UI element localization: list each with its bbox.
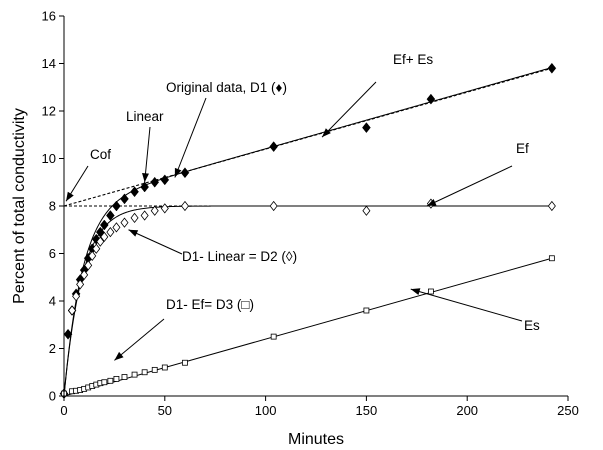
filled-diamond-point	[426, 93, 436, 105]
y-tick-label: 6	[49, 246, 56, 261]
open-square-point	[270, 333, 277, 340]
y-ticks: 0 2 4 6 8 10 12 14 16	[42, 9, 64, 404]
annotation-arrow-line	[128, 229, 183, 255]
annotation-arrow-line	[144, 126, 151, 183]
y-tick-label: 12	[42, 104, 56, 119]
open-square-point	[548, 255, 555, 262]
y-tick-label: 0	[49, 389, 56, 404]
open-diamond-point	[92, 243, 101, 254]
annotation-label: Linear	[126, 109, 164, 124]
y-axis-label: Percent of total conductivity	[11, 108, 28, 304]
open-square-point	[101, 379, 108, 386]
open-square-point	[161, 364, 168, 371]
open-diamond-point	[547, 200, 556, 212]
y-tick-label: 2	[49, 341, 56, 356]
annotation-label: Cof	[90, 147, 111, 162]
open-diamond-point	[130, 212, 139, 224]
annotations: Original data, D1 (♦) Ef+ Es Linear Cof Ef D1…	[65, 52, 540, 361]
annotation-arrow-head	[174, 167, 182, 178]
open-diamond-point	[106, 226, 115, 238]
open-diamond-point	[160, 203, 169, 214]
open-diamond-point	[362, 205, 371, 216]
annotation-label: Ef+ Es	[393, 52, 433, 67]
annotation-arrow-head	[66, 191, 74, 202]
open-diamond-point	[100, 231, 109, 243]
filled-diamond-point	[160, 174, 170, 186]
open-diamond-point	[140, 210, 149, 221]
y-tick-label: 16	[42, 9, 56, 24]
annotation-label: D1- Linear = D2 (◊)	[182, 249, 297, 264]
annotation-arrow-line	[426, 165, 513, 207]
open-square-point	[182, 359, 188, 366]
filled-diamond-point	[150, 176, 160, 188]
filled-diamond-point	[362, 122, 371, 134]
annotation-arrow-head	[114, 351, 124, 361]
annotation-label: Ef	[516, 141, 529, 156]
annotation-arrow-head	[410, 288, 421, 295]
dashed-fit-line	[63, 67, 553, 207]
annotation-arrow-head	[128, 229, 139, 237]
annotation-arrow-head	[426, 199, 437, 206]
open-diamond-point	[84, 260, 93, 271]
open-diamond-point	[76, 279, 85, 290]
open-diamond-point	[120, 217, 129, 228]
x-tick-label: 100	[255, 403, 277, 418]
annotation-arrow-head	[322, 128, 331, 138]
filled-diamond-point	[547, 62, 557, 74]
filled-diamond-point	[269, 141, 278, 153]
filled-diamond-point	[120, 193, 129, 205]
open-diamond-point	[72, 291, 81, 302]
filled-diamond-point	[63, 328, 73, 340]
open-square-point	[107, 377, 114, 384]
x-tick-label: 200	[456, 403, 478, 418]
y-tick-label: 10	[42, 151, 56, 166]
open-diamond-point	[96, 236, 105, 247]
annotation-arrow-head	[142, 172, 149, 183]
filled-diamond-point	[140, 181, 149, 193]
open-diamond-point	[88, 250, 97, 262]
annotation-label: Es	[524, 318, 540, 333]
open-diamond-point	[180, 200, 189, 212]
open-square-point	[113, 375, 120, 382]
open-diamond-point	[269, 200, 278, 212]
open-diamond-point	[80, 269, 89, 281]
open-square-point	[121, 374, 128, 380]
annotation-label: Original data, D1 (♦)	[166, 80, 287, 95]
open-diamond-point	[112, 222, 121, 233]
x-tick-label: 150	[356, 403, 378, 418]
y-tick-label: 14	[42, 56, 56, 71]
filled-diamond-point	[130, 186, 139, 198]
y-tick-label: 4	[49, 294, 56, 309]
open-square-point	[428, 288, 434, 295]
open-square-point	[151, 366, 158, 373]
y-tick-label: 8	[49, 199, 56, 214]
open-diamond-point	[150, 205, 159, 216]
annotation-arrow-line	[114, 318, 165, 361]
filled-diamond-point	[112, 200, 121, 212]
filled-diamond-point	[180, 167, 190, 179]
annotation-label: D1- Ef= D3 (□)	[166, 297, 254, 312]
data-points	[59, 62, 557, 400]
x-tick-label: 0	[60, 403, 67, 418]
x-tick-label: 50	[158, 403, 172, 418]
open-square-point	[141, 369, 148, 376]
annotation-arrow-line	[174, 97, 207, 178]
filled-diamond-point	[99, 219, 109, 231]
x-axis-label: Minutes	[288, 431, 344, 448]
annotation-arrow-line	[410, 288, 523, 322]
x-tick-label: 250	[557, 403, 579, 418]
open-square-point	[131, 371, 138, 378]
x-ticks: 0 50 100 150 200 250	[60, 396, 579, 418]
open-square-point	[363, 307, 370, 314]
annotation-arrow-line	[321, 81, 377, 138]
filled-diamond-point	[106, 210, 115, 221]
open-diamond-point	[68, 305, 77, 316]
